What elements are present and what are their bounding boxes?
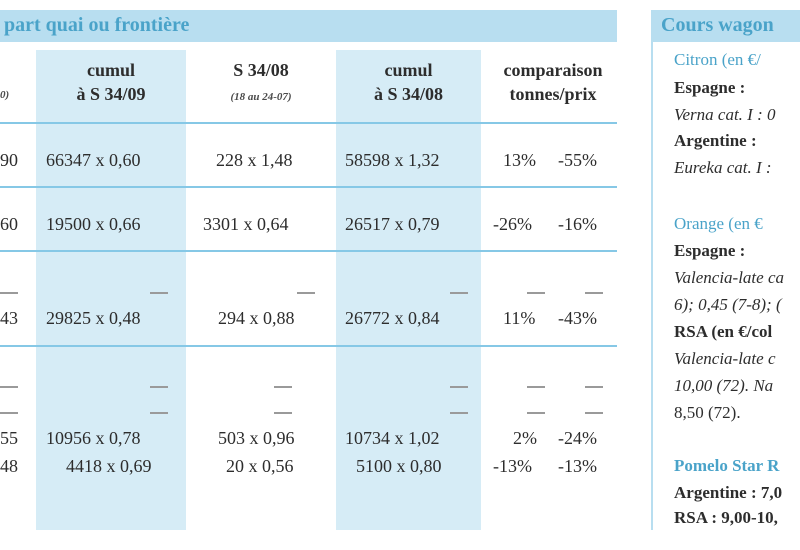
row1-cumul-2009: 66347 x 0,60 — [46, 150, 141, 170]
row3-separator — [0, 345, 617, 347]
left-table-header-bar: part quai ou frontière — [0, 10, 617, 42]
row3-cumul-2009: 29825 x 0,48 — [46, 308, 141, 328]
row3-comp-tonnes: 11% — [503, 308, 536, 328]
col-header-s3408: S 34/08 (18 au 24-07) — [230, 60, 292, 103]
row5-c0: 48 — [0, 456, 18, 476]
col-header-comparaison: comparaison tonnes/prix — [503, 60, 603, 104]
row3-comp-prix: -43% — [558, 308, 597, 328]
pomelo-rsa-line: RSA : 9,00-10, — [674, 508, 778, 527]
row4-c0: 55 — [0, 428, 18, 448]
row3-dash-c0 — [0, 292, 18, 294]
row4-comp-tonnes: 2% — [513, 428, 537, 448]
row1-comp-tonnes: 13% — [503, 150, 536, 170]
row4-cumul-2008: 10734 x 1,02 — [345, 428, 440, 448]
row4-dash-b-c0 — [0, 412, 18, 414]
citron-verna-line: Verna cat. I : 0 — [674, 105, 776, 124]
row3-dash-c1 — [150, 292, 168, 294]
citron-heading: Citron (en €/ — [674, 50, 761, 69]
row1-cumul-2008: 58598 x 1,32 — [345, 150, 440, 170]
row4-s3408: 503 x 0,96 — [218, 428, 295, 448]
row4-dash-b-c1 — [150, 412, 168, 414]
row4-dash-b-c4b — [585, 412, 603, 414]
orange-rsa-valencia-line-2: 10,00 (72). Na — [674, 376, 774, 395]
right-panel-header-bar: Cours wagon — [651, 10, 800, 42]
left-table-title: part quai ou frontière — [4, 14, 190, 36]
right-panel-title: Cours wagon — [661, 14, 774, 36]
shade-column-cumul-2008 — [336, 50, 481, 530]
row4-dash-a-c4a — [527, 386, 545, 388]
pomelo-argentine-line: Argentine : 7,0 — [674, 483, 783, 502]
row4-dash-b-c2 — [274, 412, 292, 414]
citron-argentine-label: Argentine : — [674, 131, 757, 150]
row1-separator — [0, 186, 617, 188]
pomelo-heading: Pomelo Star R — [674, 456, 780, 475]
orange-rsa-valencia-line-1: Valencia-late c — [674, 349, 776, 368]
row5-cumul-2009: 4418 x 0,69 — [66, 456, 152, 476]
row4-dash-a-c2 — [274, 386, 292, 388]
row1-comp-prix: -55% — [558, 150, 597, 170]
col-header-cumul-2008: cumul à S 34/08 — [373, 60, 443, 104]
row2-c0: 60 — [0, 214, 18, 234]
row2-comp-prix: -16% — [558, 214, 597, 234]
row5-cumul-2008: 5100 x 0,80 — [356, 456, 442, 476]
row4-dash-a-c3 — [450, 386, 468, 388]
row3-c0: 43 — [0, 308, 18, 328]
citron-espagne-label: Espagne : — [674, 78, 746, 97]
orange-valencia-line-1: Valencia-late ca — [674, 268, 784, 287]
row2-comp-tonnes: -26% — [493, 214, 532, 234]
orange-heading: Orange (en € — [674, 214, 763, 233]
row3-dash-c4b — [585, 292, 603, 294]
col-header-0: 0) — [0, 89, 10, 101]
col-header-cumul-2009: cumul à S 34/09 — [76, 60, 146, 104]
shade-column-cumul-2009 — [36, 50, 186, 530]
orange-rsa-label: RSA (en €/col — [674, 322, 773, 341]
row2-separator — [0, 250, 617, 252]
orange-rsa-valencia-line-3: 8,50 (72). — [674, 403, 741, 422]
row4-dash-b-c4a — [527, 412, 545, 414]
header-separator — [0, 122, 617, 124]
row3-dash-c3 — [450, 292, 468, 294]
row4-comp-prix: -24% — [558, 428, 597, 448]
row4-dash-a-c4b — [585, 386, 603, 388]
row4-dash-a-c1 — [150, 386, 168, 388]
row3-dash-c4a — [527, 292, 545, 294]
orange-valencia-line-2: 6); 0,45 (7-8); ( — [674, 295, 782, 314]
row4-dash-a-c0 — [0, 386, 18, 388]
row5-s3408: 20 x 0,56 — [226, 456, 294, 476]
citron-eureka-line: Eureka cat. I : — [674, 158, 772, 177]
row1-s3408: 228 x 1,48 — [216, 150, 293, 170]
right-panel-border — [651, 10, 800, 530]
row2-cumul-2009: 19500 x 0,66 — [46, 214, 141, 234]
row4-cumul-2009: 10956 x 0,78 — [46, 428, 141, 448]
row5-comp-tonnes: -13% — [493, 456, 532, 476]
row3-s3408: 294 x 0,88 — [218, 308, 295, 328]
row5-comp-prix: -13% — [558, 456, 597, 476]
row3-dash-c2 — [297, 292, 315, 294]
row1-c0: 90 — [0, 150, 18, 170]
row2-s3408: 3301 x 0,64 — [203, 214, 289, 234]
orange-espagne-label: Espagne : — [674, 241, 746, 260]
row2-cumul-2008: 26517 x 0,79 — [345, 214, 440, 234]
row3-cumul-2008: 26772 x 0,84 — [345, 308, 440, 328]
row4-dash-b-c3 — [450, 412, 468, 414]
